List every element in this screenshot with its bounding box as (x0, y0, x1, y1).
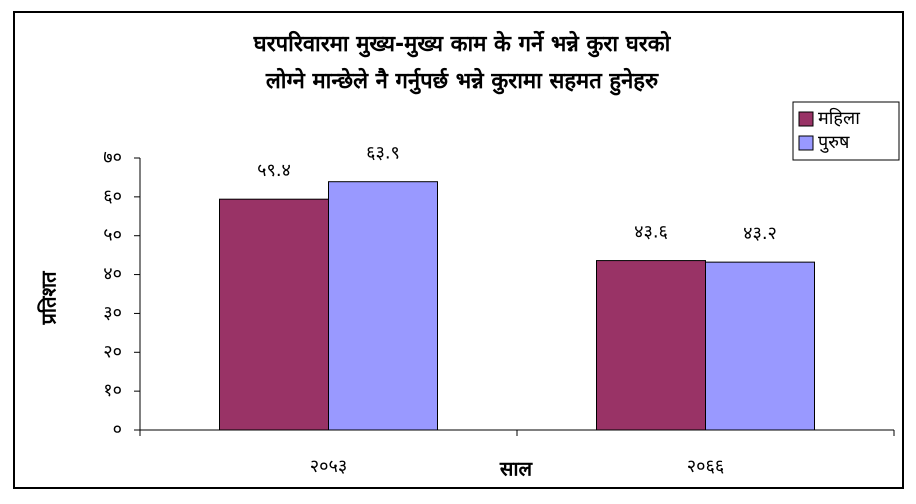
bar (596, 260, 706, 431)
x-tick-label: २०५३ (310, 456, 347, 477)
x-tick-label: २०६६ (687, 456, 724, 477)
y-tick-label: ३० (103, 302, 122, 323)
legend-label: महिला (818, 107, 860, 129)
x-axis-title: साल (499, 457, 534, 481)
value-label: ४३.२ (743, 223, 777, 244)
legend-swatch (798, 135, 814, 151)
y-tick-label: ५० (103, 225, 122, 246)
chart-title: घरपरिवारमा मुख्य-मुख्य काम के गर्ने भन्न… (253, 30, 672, 58)
chart-title: लोग्ने मान्छेले नै गर्नुपर्छ भन्ने कुराम… (265, 67, 659, 96)
bar (705, 261, 815, 431)
y-tick-label: २० (103, 341, 122, 362)
bar (219, 198, 329, 431)
y-tick-label: ४० (103, 264, 122, 285)
y-tick-label: १० (103, 380, 122, 401)
legend-label: पुरुष (818, 132, 850, 153)
y-tick-label: ० (113, 419, 122, 440)
legend-swatch (798, 111, 814, 127)
y-axis-title: प्रतिशत (37, 270, 61, 326)
value-label: ६३.९ (366, 143, 400, 164)
value-label: ५९.४ (257, 160, 291, 181)
value-label: ४३.६ (634, 222, 668, 243)
y-tick-label: ७० (103, 147, 122, 168)
bar (328, 181, 438, 431)
y-tick-label: ६० (103, 186, 122, 207)
